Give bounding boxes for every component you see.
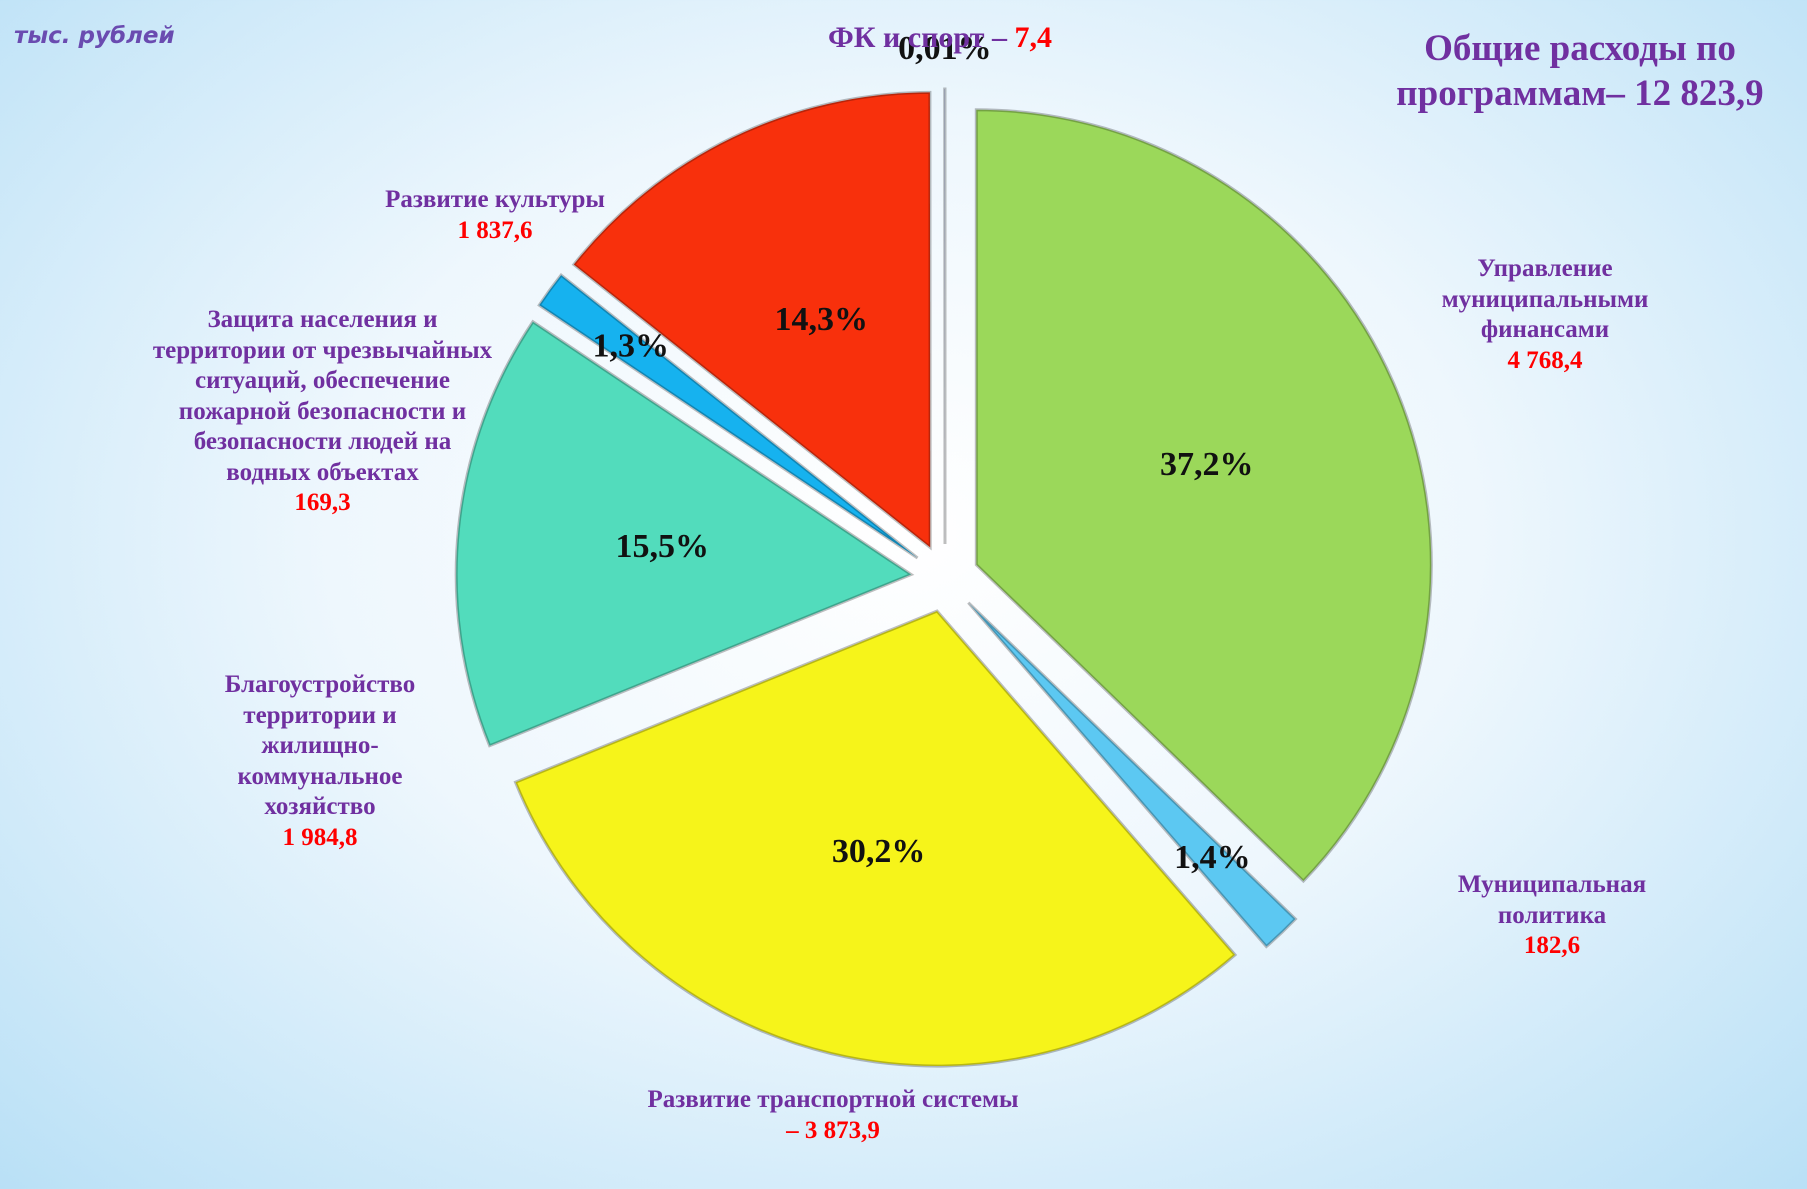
- category-label: Благоустройство территории и жилищно-ком…: [190, 670, 450, 853]
- category-name: Развитие культуры: [385, 186, 605, 213]
- amount-label: 7,4: [1014, 21, 1052, 54]
- amount-label: 169,3: [294, 489, 351, 516]
- amount-label: 4 768,4: [1507, 346, 1583, 374]
- percent-label: 15,5%: [615, 528, 709, 565]
- amount-label: – 3 873,9: [786, 1116, 880, 1144]
- amount-label: 182,6: [1523, 932, 1581, 959]
- category-name: Управление муниципальными финансами: [1441, 255, 1649, 343]
- category-name: Развитие транспортной системы: [647, 1086, 1019, 1113]
- unit-label: тыс. рублей: [14, 23, 175, 49]
- percent-label: 0,01%: [898, 30, 992, 67]
- category-name: Благоустройство территории и жилищно-ком…: [224, 671, 416, 820]
- pie-slice: [974, 108, 1433, 884]
- chart-title: Общие расходы по программам– 12 823,9: [1396, 28, 1764, 115]
- category-name: Муниципальная политика: [1457, 871, 1647, 929]
- percent-label: 30,2%: [832, 833, 926, 870]
- percent-label: 14,3%: [775, 301, 869, 338]
- category-label: Управление муниципальными финансами 4 768…: [1405, 254, 1685, 376]
- pie-slice: [513, 609, 1238, 1068]
- category-name: Защита населения и территории от чрезвыч…: [152, 306, 493, 486]
- amount-label: 1 837,6: [457, 216, 533, 244]
- category-label: Развитие транспортной системы – 3 873,9: [643, 1085, 1023, 1146]
- category-label: Муниципальная политика 182,6: [1412, 870, 1692, 962]
- category-name: ФК и спорт –: [828, 21, 1007, 54]
- percent-label: 37,2%: [1160, 446, 1254, 483]
- percent-label: 1,4%: [1174, 839, 1251, 876]
- category-label: Развитие культуры 1 837,6: [340, 185, 650, 246]
- pie-slice: [967, 601, 1298, 949]
- pie-slice: [537, 273, 919, 560]
- category-label: Защита населения и территории от чрезвыч…: [150, 305, 495, 519]
- amount-label: 1 984,8: [282, 823, 358, 851]
- pie-slice: [454, 319, 915, 748]
- category-label: ФК и спорт – 7,4: [780, 20, 1100, 57]
- percent-label: 1,3%: [593, 328, 670, 365]
- pie-slice: [571, 90, 932, 551]
